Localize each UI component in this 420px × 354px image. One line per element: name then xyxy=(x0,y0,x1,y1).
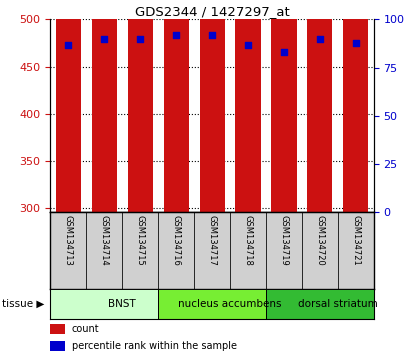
Text: percentile rank within the sample: percentile rank within the sample xyxy=(72,341,237,350)
Text: tissue ▶: tissue ▶ xyxy=(2,298,45,309)
Point xyxy=(209,32,215,38)
Bar xyxy=(158,212,194,289)
Bar xyxy=(266,289,374,319)
Bar xyxy=(302,212,338,289)
Text: GSM134713: GSM134713 xyxy=(64,215,73,266)
Bar xyxy=(338,212,374,289)
Text: GSM134714: GSM134714 xyxy=(100,215,109,266)
Text: nucleus accumbens: nucleus accumbens xyxy=(178,298,282,309)
Text: BNST: BNST xyxy=(108,298,136,309)
Bar xyxy=(50,341,65,350)
Bar xyxy=(122,212,158,289)
Bar xyxy=(92,0,117,212)
Point xyxy=(137,36,144,42)
Bar xyxy=(236,0,261,212)
Text: GSM134720: GSM134720 xyxy=(315,215,324,266)
Bar xyxy=(266,212,302,289)
Point xyxy=(245,42,252,47)
Text: GSM134721: GSM134721 xyxy=(352,215,360,266)
Bar xyxy=(50,289,158,319)
Bar xyxy=(56,0,81,212)
Bar xyxy=(50,212,87,289)
Point xyxy=(352,40,359,45)
Text: dorsal striatum: dorsal striatum xyxy=(298,298,378,309)
Bar xyxy=(158,289,266,319)
Bar xyxy=(164,0,189,212)
Text: GSM134719: GSM134719 xyxy=(279,215,289,266)
Point xyxy=(173,32,179,38)
Bar xyxy=(200,0,225,212)
Bar xyxy=(230,212,266,289)
Point xyxy=(281,50,287,55)
Text: GSM134716: GSM134716 xyxy=(172,215,181,266)
Text: GSM134717: GSM134717 xyxy=(207,215,217,266)
Title: GDS2344 / 1427297_at: GDS2344 / 1427297_at xyxy=(135,5,289,18)
Bar xyxy=(194,212,230,289)
Bar xyxy=(343,0,368,212)
Text: count: count xyxy=(72,324,100,334)
Point xyxy=(101,36,108,42)
Text: GSM134718: GSM134718 xyxy=(244,215,252,266)
Bar xyxy=(307,0,333,212)
Bar xyxy=(128,0,153,212)
Bar xyxy=(87,212,122,289)
Bar xyxy=(50,324,65,334)
Bar xyxy=(271,0,297,212)
Point xyxy=(317,36,323,42)
Text: GSM134715: GSM134715 xyxy=(136,215,145,266)
Point xyxy=(65,42,72,47)
